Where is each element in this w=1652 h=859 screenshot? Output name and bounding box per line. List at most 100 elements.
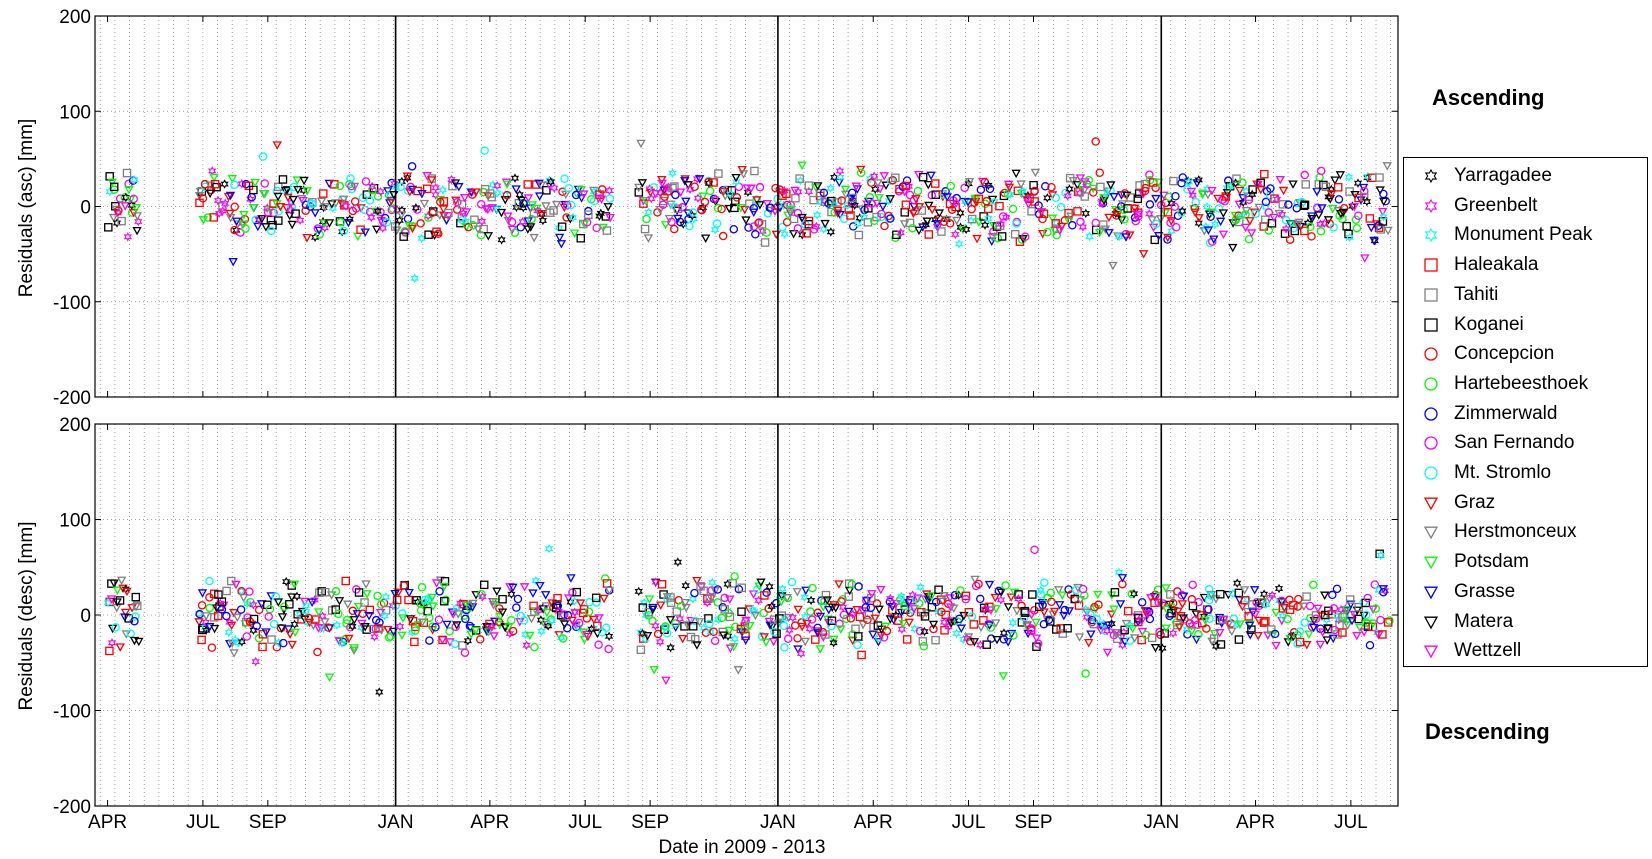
data-point (857, 650, 866, 660)
data-point (523, 194, 534, 203)
data-point (320, 223, 329, 233)
data-point (371, 207, 382, 217)
data-point (453, 610, 463, 619)
data-point (961, 591, 971, 601)
data-point (471, 188, 481, 197)
data-point (397, 631, 407, 641)
data-point (829, 638, 838, 648)
data-point (440, 596, 449, 606)
data-point (1166, 218, 1175, 228)
data-point (434, 229, 443, 238)
data-point (207, 643, 217, 652)
data-point (229, 609, 239, 618)
data-point (963, 198, 973, 207)
data-point (1209, 630, 1220, 639)
data-point (821, 590, 831, 600)
data-point (730, 633, 740, 644)
data-point (500, 196, 510, 205)
data-point (881, 181, 891, 191)
data-point (1172, 222, 1181, 232)
data-point (974, 218, 984, 227)
data-point (785, 209, 796, 218)
data-point (868, 630, 878, 640)
data-point (1010, 230, 1020, 239)
data-point (326, 591, 337, 600)
data-point (382, 217, 392, 227)
data-point (1256, 185, 1266, 195)
data-point (1204, 605, 1213, 614)
data-point (341, 576, 350, 586)
data-point (897, 591, 906, 602)
data-point (523, 180, 533, 189)
data-point (124, 185, 134, 195)
data-point (1281, 224, 1291, 234)
data-point (668, 168, 677, 178)
data-point (1191, 197, 1201, 207)
data-point (793, 208, 803, 218)
data-point (398, 609, 407, 618)
data-point (336, 217, 345, 227)
data-point (569, 229, 580, 238)
data-point (373, 206, 382, 216)
data-point (1031, 618, 1041, 628)
data-point (510, 228, 520, 237)
data-point (225, 209, 235, 219)
data-point (273, 192, 283, 202)
data-point (467, 603, 478, 612)
legend-item: Haleakala (1404, 250, 1647, 280)
data-point (1349, 203, 1359, 212)
data-point (1194, 218, 1203, 228)
data-point (678, 203, 687, 212)
x-tick-label: JUL (568, 812, 602, 833)
data-point (476, 200, 486, 209)
legend-marker (1424, 198, 1438, 213)
data-point (837, 196, 846, 205)
data-point (1153, 232, 1164, 241)
data-point (491, 598, 501, 608)
data-point (1065, 184, 1074, 194)
data-point (902, 635, 912, 644)
data-point (538, 603, 547, 613)
data-point (107, 637, 117, 648)
data-point (383, 625, 393, 635)
data-point (648, 605, 658, 615)
data-point (1218, 209, 1229, 218)
data-point (602, 226, 612, 235)
legend-item: Zimmerwald (1404, 399, 1647, 429)
data-point (242, 598, 252, 609)
data-point (797, 161, 807, 171)
data-point (112, 586, 123, 595)
data-point (916, 582, 925, 593)
data-point (821, 630, 830, 639)
data-point (376, 207, 385, 217)
data-point (375, 687, 384, 697)
data-point (956, 586, 965, 595)
data-point (1345, 232, 1354, 243)
data-point (800, 592, 809, 602)
data-point (1166, 590, 1175, 599)
legend-item: Herstmonceux (1404, 517, 1647, 547)
data-point (319, 219, 330, 228)
data-point (1379, 212, 1388, 222)
data-point (990, 196, 999, 207)
data-point (1299, 602, 1309, 611)
data-point (954, 614, 964, 624)
data-point (1300, 170, 1310, 180)
data-point (1316, 227, 1326, 236)
data-point (1206, 212, 1215, 222)
ascending-panel: 200 100 0 -100 -200 (53, 7, 1399, 409)
data-point (708, 577, 717, 588)
data-point (385, 190, 394, 200)
data-point (462, 601, 472, 611)
data-point (319, 202, 328, 213)
data-point (1376, 550, 1385, 561)
legend-label: Graz (1454, 491, 1496, 513)
data-point (238, 593, 249, 603)
data-point (515, 189, 524, 200)
data-point (584, 607, 594, 616)
data-point (587, 624, 596, 634)
data-point (671, 619, 680, 628)
legend-marker (1424, 288, 1438, 302)
data-point (1215, 629, 1225, 638)
data-point (757, 632, 767, 641)
